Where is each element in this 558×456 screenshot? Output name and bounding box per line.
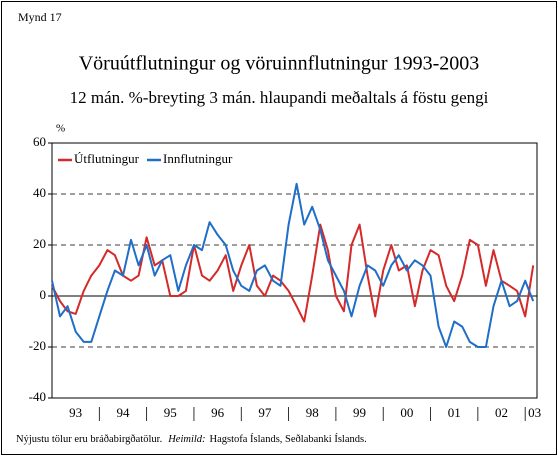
footnote-source-label: Heimild: bbox=[167, 434, 205, 445]
x-tick-label: 03 bbox=[528, 405, 541, 420]
y-tick-label: 0 bbox=[40, 287, 47, 302]
x-tick-label: 98 bbox=[306, 405, 319, 420]
x-tick-label: 99 bbox=[353, 405, 366, 420]
y-tick-label: -20 bbox=[29, 338, 46, 353]
chart-title: Vöruútflutningur og vöruinnflutningur 19… bbox=[79, 53, 480, 75]
x-tick-label: 95 bbox=[164, 405, 177, 420]
y-tick-label: -40 bbox=[29, 389, 46, 404]
footnote: Nýjustu tölur eru bráðabirgðatölur. Heimi… bbox=[16, 433, 367, 445]
y-tick-label: 20 bbox=[33, 236, 46, 251]
footnote-source: Hagstofa Íslands, Seðlabanki Íslands. bbox=[210, 433, 367, 445]
x-tick-label: 02 bbox=[495, 405, 508, 420]
series-line bbox=[51, 182, 535, 348]
figure-label: Mynd 17 bbox=[18, 10, 62, 24]
x-tick-label: 93 bbox=[69, 405, 82, 420]
x-tick-label: 94 bbox=[116, 405, 130, 420]
y-tick-label: 60 bbox=[33, 134, 46, 149]
plot-area bbox=[51, 142, 538, 399]
legend-label: Innflutningur bbox=[163, 151, 233, 166]
footnote-text: Nýjustu tölur eru bráðabirgðatölur. bbox=[16, 434, 162, 445]
legend-label: Útflutningur bbox=[74, 151, 140, 166]
series-line bbox=[51, 223, 535, 323]
y-tick-label: 40 bbox=[33, 185, 46, 200]
x-tick-label: 01 bbox=[448, 405, 461, 420]
x-tick-label: 00 bbox=[400, 405, 413, 420]
y-axis-label: % bbox=[56, 123, 65, 135]
x-tick-label: 96 bbox=[211, 405, 225, 420]
x-tick-label: 97 bbox=[258, 405, 272, 420]
chart-subtitle: 12 mán. %-breyting 3 mán. hlaupandi meða… bbox=[70, 88, 489, 107]
